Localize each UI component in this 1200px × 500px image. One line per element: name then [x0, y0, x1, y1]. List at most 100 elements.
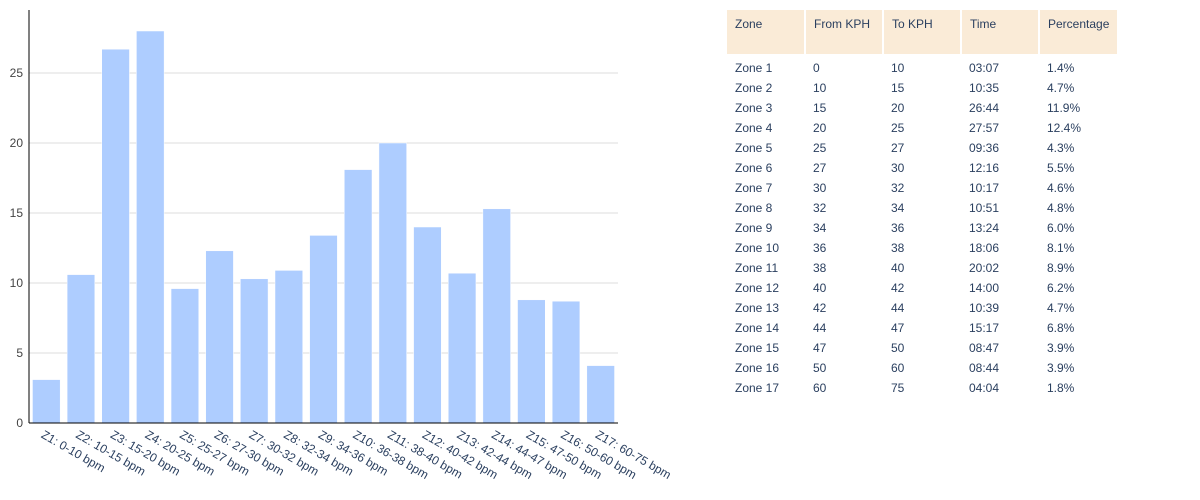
y-tick-label: 20 [10, 136, 24, 150]
cell-from-kph: 27 [813, 161, 827, 175]
cell-time: 18:06 [969, 241, 1000, 255]
cell-time: 03:07 [969, 61, 1000, 75]
cell-to-kph: 32 [891, 181, 905, 195]
y-tick-label: 25 [10, 66, 24, 80]
table-row: Zone 14 44 47 15:17 6.8% [727, 318, 1117, 338]
cell-from-kph: 47 [813, 341, 827, 355]
cell-percentage: 4.3% [1047, 141, 1075, 155]
y-tick-label: 5 [16, 346, 23, 360]
bar-14[interactable] [482, 208, 511, 424]
cell-zone: Zone 2 [735, 81, 773, 95]
cell-percentage: 4.6% [1047, 181, 1075, 195]
cell-time: 10:39 [969, 301, 1000, 315]
cell-from-kph: 44 [813, 321, 827, 335]
table-row: Zone 1 0 10 03:07 1.4% [727, 54, 1117, 78]
cell-percentage: 4.8% [1047, 201, 1075, 215]
cell-percentage: 11.9% [1047, 101, 1081, 115]
y-tick-label: 10 [10, 276, 24, 290]
bar-15[interactable] [517, 299, 546, 424]
cell-from-kph: 10 [813, 81, 827, 95]
cell-zone: Zone 12 [735, 281, 780, 295]
table-row: Zone 13 42 44 10:39 4.7% [727, 298, 1117, 318]
bar-16[interactable] [551, 300, 581, 424]
table-row: Zone 4 20 25 27:57 12.4% [727, 118, 1117, 138]
table-row: Zone 8 32 34 10:51 4.8% [727, 198, 1117, 218]
cell-time: 12:16 [969, 161, 1000, 175]
cell-percentage: 4.7% [1047, 301, 1075, 315]
cell-to-kph: 50 [891, 341, 905, 355]
bar-8[interactable] [274, 270, 303, 424]
cell-to-kph: 75 [891, 381, 905, 395]
bar-1[interactable] [32, 379, 61, 424]
table-row: Zone 15 47 50 08:47 3.9% [727, 338, 1117, 358]
cell-percentage: 6.0% [1047, 221, 1075, 235]
cell-to-kph: 42 [891, 281, 905, 295]
bar-12[interactable] [413, 226, 442, 424]
cell-to-kph: 44 [891, 301, 905, 315]
table-row: Zone 17 60 75 04:04 1.8% [727, 378, 1117, 398]
bar-17[interactable] [586, 365, 615, 424]
bar-11[interactable] [378, 142, 407, 424]
cell-time: 04:04 [969, 381, 1000, 395]
cell-from-kph: 42 [813, 301, 827, 315]
table-header-row: Zone From KPH To KPH Time Percentage [727, 10, 1118, 54]
bar-7[interactable] [240, 278, 269, 424]
zone-table: Zone From KPH To KPH Time Percentage Zon… [727, 10, 1118, 398]
cell-zone: Zone 15 [735, 341, 780, 355]
table-row: Zone 12 40 42 14:00 6.2% [727, 278, 1117, 298]
bar-10[interactable] [344, 169, 373, 424]
cell-zone: Zone 13 [735, 301, 780, 315]
bar-6[interactable] [205, 250, 234, 424]
table-row: Zone 11 38 40 20:02 8.9% [727, 258, 1117, 278]
cell-percentage: 6.2% [1047, 281, 1075, 295]
cell-zone: Zone 17 [735, 381, 780, 395]
cell-to-kph: 25 [891, 121, 905, 135]
cell-zone: Zone 4 [735, 121, 773, 135]
bars [32, 30, 615, 424]
cell-from-kph: 60 [813, 381, 827, 395]
bar-4[interactable] [136, 30, 165, 424]
cell-to-kph: 47 [891, 321, 905, 335]
header-percentage: Percentage [1039, 10, 1118, 54]
cell-percentage: 1.8% [1047, 381, 1075, 395]
cell-to-kph: 36 [891, 221, 905, 235]
table-row: Zone 6 27 30 12:16 5.5% [727, 158, 1117, 178]
bar-3[interactable] [101, 48, 130, 424]
y-tick-label: 0 [16, 416, 23, 430]
cell-percentage: 3.9% [1047, 361, 1075, 375]
bar-5[interactable] [170, 288, 200, 424]
table-row: Zone 5 25 27 09:36 4.3% [727, 138, 1117, 158]
table-row: Zone 3 15 20 26:44 11.9% [727, 98, 1117, 118]
bar-9[interactable] [309, 235, 338, 424]
cell-percentage: 5.5% [1047, 161, 1075, 175]
bar-13[interactable] [447, 272, 477, 424]
cell-zone: Zone 1 [735, 61, 773, 75]
cell-time: 26:44 [969, 101, 1000, 115]
cell-to-kph: 27 [891, 141, 905, 155]
cell-zone: Zone 7 [735, 181, 773, 195]
cell-from-kph: 15 [813, 101, 827, 115]
cell-zone: Zone 14 [735, 321, 780, 335]
bar-chart: 0 5 10 15 20 25 Z1: 0-10 bpm Z2: 10-15 bpm Z3: … [10, 10, 674, 482]
bar-2[interactable] [66, 274, 96, 424]
cell-zone: Zone 9 [735, 221, 773, 235]
cell-time: 13:24 [969, 221, 1000, 235]
cell-from-kph: 38 [813, 261, 827, 275]
cell-to-kph: 15 [891, 81, 905, 95]
header-time: Time [961, 10, 1040, 54]
table-row: Zone 7 30 32 10:17 4.6% [727, 178, 1117, 198]
cell-to-kph: 38 [891, 241, 905, 255]
y-tick-label: 15 [10, 206, 24, 220]
table-row: Zone 16 50 60 08:44 3.9% [727, 358, 1117, 378]
cell-zone: Zone 16 [735, 361, 780, 375]
cell-to-kph: 10 [891, 61, 905, 75]
cell-to-kph: 34 [891, 201, 905, 215]
cell-to-kph: 40 [891, 261, 905, 275]
cell-time: 27:57 [969, 121, 1000, 135]
cell-percentage: 8.9% [1047, 261, 1075, 275]
header-from-kph: From KPH [805, 10, 884, 54]
cell-from-kph: 20 [813, 121, 827, 135]
cell-from-kph: 34 [813, 221, 827, 235]
cell-time: 14:00 [969, 281, 1000, 295]
